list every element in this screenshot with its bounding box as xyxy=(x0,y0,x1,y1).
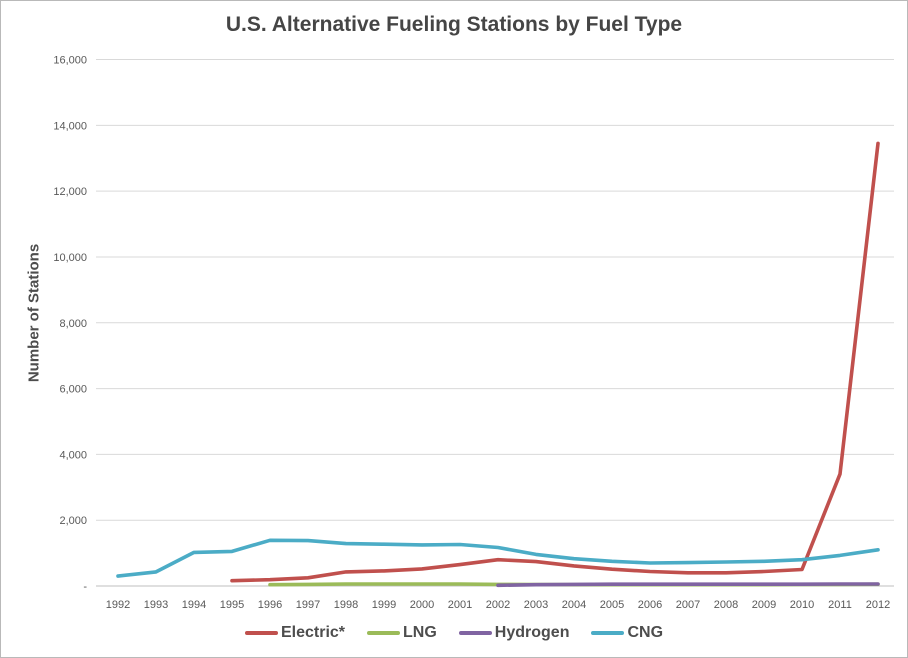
x-tick-label: 2008 xyxy=(714,599,738,611)
y-tick-label: 4,000 xyxy=(59,449,87,461)
x-tick-label: 1993 xyxy=(144,599,168,611)
y-tick-label: 8,000 xyxy=(59,318,87,330)
y-tick-label: 16,000 xyxy=(53,55,87,67)
x-tick-label: 2005 xyxy=(600,599,624,611)
x-tick-label: 2010 xyxy=(790,599,814,611)
legend-item-hydrogen: Hydrogen xyxy=(458,624,570,642)
x-tick-label: 1994 xyxy=(182,599,206,611)
y-tick-label: - xyxy=(83,581,87,593)
legend-label-cng: CNG xyxy=(627,624,664,641)
x-tick-label: 1998 xyxy=(334,599,358,611)
y-tick-label: 12,000 xyxy=(53,186,87,198)
lng-line-swatch xyxy=(367,631,401,635)
x-tick-label: 1999 xyxy=(372,599,396,611)
electric-line-swatch xyxy=(244,631,278,635)
y-tick-label: 14,000 xyxy=(53,120,87,132)
hydrogen-line-swatch xyxy=(458,631,492,635)
x-tick-label: 2011 xyxy=(828,599,852,611)
cng-line-swatch xyxy=(591,631,625,635)
x-tick-label: 2004 xyxy=(562,599,586,611)
legend-item-cng: CNG xyxy=(591,624,663,642)
series-line-electric xyxy=(230,141,880,583)
chart-legend: Electric* LNG Hydrogen CNG xyxy=(1,624,907,642)
x-tick-label: 2012 xyxy=(866,599,890,611)
series-line-hydrogen xyxy=(496,582,880,588)
x-tick-label: 1995 xyxy=(220,599,244,611)
y-tick-label: 6,000 xyxy=(59,384,87,396)
x-tick-label: 2003 xyxy=(524,599,548,611)
legend-label-lng: LNG xyxy=(403,624,437,641)
x-tick-label: 1997 xyxy=(296,599,320,611)
x-tick-label: 2002 xyxy=(486,599,510,611)
legend-item-electric: Electric* xyxy=(244,624,346,642)
legend-item-lng: LNG xyxy=(367,624,437,642)
legend-label-electric: Electric* xyxy=(280,624,346,641)
chart-title: U.S. Alternative Fueling Stations by Fue… xyxy=(225,13,683,36)
x-tick-label: 2006 xyxy=(638,599,662,611)
x-tick-label: 2009 xyxy=(752,599,776,611)
x-tick-label: 2000 xyxy=(410,599,434,611)
legend-label-hydrogen: Hydrogen xyxy=(494,624,570,641)
x-tick-label: 1996 xyxy=(258,599,282,611)
series-line-cng xyxy=(116,538,880,578)
x-tick-label: 2007 xyxy=(676,599,700,611)
y-tick-label: 2,000 xyxy=(59,515,87,527)
y-tick-label: 10,000 xyxy=(53,252,87,264)
x-tick-label: 1992 xyxy=(106,599,130,611)
x-tick-label: 2001 xyxy=(448,599,472,611)
